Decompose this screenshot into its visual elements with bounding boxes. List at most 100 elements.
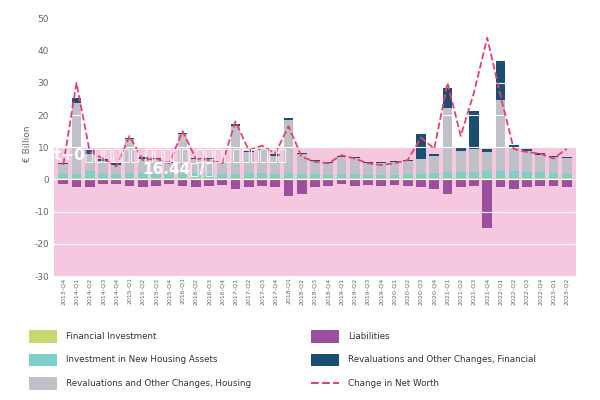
Bar — [456, 180, 466, 188]
FancyBboxPatch shape — [29, 330, 58, 344]
Bar — [297, 180, 307, 194]
Bar — [376, 162, 386, 163]
Bar — [310, 161, 320, 174]
Bar — [297, 154, 307, 174]
Bar — [509, 145, 518, 147]
Bar — [58, 164, 68, 174]
Bar — [297, 153, 307, 154]
Bar — [217, 162, 227, 163]
Bar — [548, 178, 559, 180]
Bar — [217, 174, 227, 178]
Bar — [112, 165, 121, 174]
Bar — [71, 180, 82, 188]
Bar — [376, 180, 386, 186]
Bar — [98, 180, 108, 184]
Bar — [204, 178, 214, 180]
Bar — [443, 88, 452, 108]
Bar — [429, 173, 439, 178]
Bar — [363, 180, 373, 185]
Bar — [138, 157, 148, 159]
Bar — [363, 178, 373, 180]
Bar — [217, 178, 227, 180]
Bar — [284, 120, 293, 173]
Bar — [376, 178, 386, 180]
Bar — [482, 150, 492, 152]
FancyBboxPatch shape — [29, 376, 58, 390]
Bar — [230, 180, 241, 189]
Bar — [138, 180, 148, 188]
Bar — [284, 173, 293, 178]
Bar — [98, 159, 108, 161]
Bar — [443, 180, 452, 194]
Bar — [535, 180, 545, 186]
Bar — [310, 180, 320, 188]
Bar — [548, 173, 559, 178]
Bar — [151, 180, 161, 186]
Bar — [363, 162, 373, 163]
Bar — [350, 174, 360, 178]
Bar — [125, 140, 134, 173]
Bar — [151, 158, 161, 160]
Bar — [350, 180, 360, 186]
Bar — [389, 178, 400, 180]
Bar — [469, 178, 479, 180]
Bar — [257, 150, 267, 173]
Bar — [217, 163, 227, 174]
Bar — [429, 180, 439, 189]
Bar — [416, 160, 426, 174]
Bar — [230, 126, 241, 174]
Bar — [204, 160, 214, 174]
Bar — [416, 178, 426, 180]
Bar — [509, 147, 518, 171]
Bar — [217, 180, 227, 185]
Bar — [403, 180, 413, 186]
FancyBboxPatch shape — [311, 330, 340, 344]
Bar — [403, 178, 413, 180]
Bar — [58, 180, 68, 184]
Text: Liabilities: Liabilities — [348, 332, 389, 342]
Bar — [482, 180, 492, 228]
Text: Revaluations and Other Changes, Financial: Revaluations and Other Changes, Financia… — [348, 356, 536, 364]
Bar — [112, 178, 121, 180]
Bar — [363, 174, 373, 178]
Bar — [270, 156, 280, 174]
Bar — [270, 154, 280, 156]
Bar — [562, 156, 572, 158]
Bar — [429, 178, 439, 180]
Bar — [71, 98, 82, 103]
Bar — [562, 174, 572, 178]
Bar — [562, 178, 572, 180]
Bar — [509, 178, 518, 180]
Bar — [535, 178, 545, 180]
Bar — [98, 178, 108, 180]
Bar — [270, 180, 280, 188]
Bar — [350, 157, 360, 158]
Bar — [178, 178, 187, 180]
Bar — [509, 171, 518, 178]
Bar — [98, 161, 108, 174]
Bar — [429, 156, 439, 173]
Y-axis label: € Billion: € Billion — [23, 126, 32, 162]
Bar — [125, 138, 134, 140]
Bar — [562, 158, 572, 174]
Bar — [284, 178, 293, 180]
Bar — [164, 180, 174, 184]
Bar — [323, 163, 333, 174]
Bar — [164, 163, 174, 174]
Bar — [138, 173, 148, 178]
Bar — [482, 178, 492, 180]
Bar — [337, 174, 346, 178]
Bar — [323, 178, 333, 180]
Bar — [496, 61, 505, 100]
Bar — [230, 124, 241, 126]
Bar — [54, 147, 576, 276]
Bar — [112, 180, 121, 184]
Bar — [535, 172, 545, 178]
Bar — [482, 152, 492, 171]
Bar — [376, 174, 386, 178]
Bar — [522, 152, 532, 172]
Bar — [297, 174, 307, 178]
Bar — [456, 178, 466, 180]
Bar — [85, 154, 95, 171]
Bar — [337, 180, 346, 184]
